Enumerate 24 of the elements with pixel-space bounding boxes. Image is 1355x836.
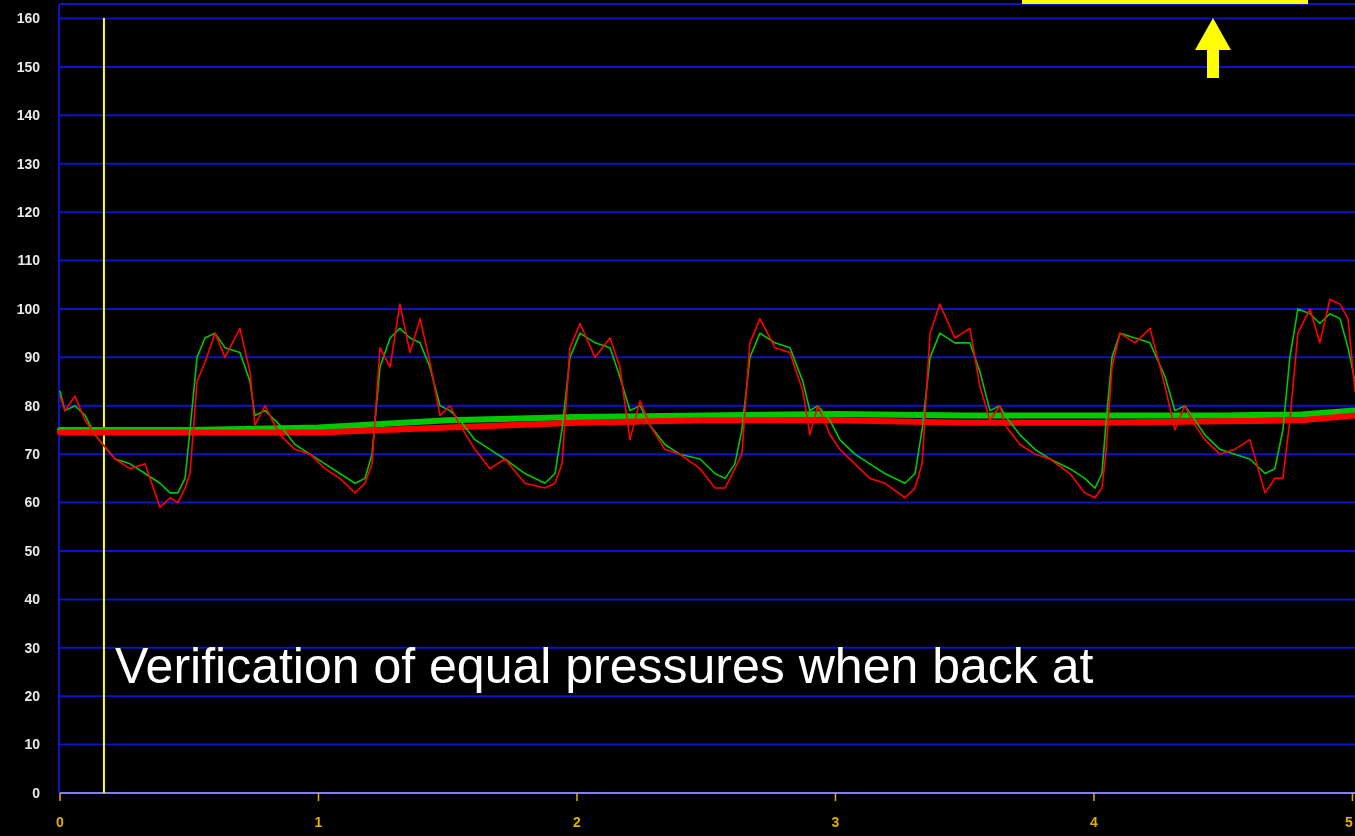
y-tick-label: 30 — [24, 639, 41, 656]
x-tick-label: 3 — [831, 814, 840, 830]
y-tick-label: 50 — [24, 542, 41, 559]
y-tick-label: 0 — [32, 784, 41, 801]
y-tick-label: 130 — [16, 155, 41, 172]
x-tick-label: 0 — [56, 814, 65, 830]
y-tick-label: 80 — [24, 397, 41, 414]
y-tick-label: 140 — [16, 107, 41, 124]
y-tick-label: 160 — [16, 10, 41, 27]
x-tick-label: 5 — [1345, 814, 1354, 830]
y-tick-label: 100 — [16, 300, 41, 317]
y-tick-label: 120 — [16, 204, 41, 221]
y-tick-label: 150 — [16, 58, 41, 75]
annotation: Verification of equal pressures when back at — [115, 638, 1094, 695]
x-tick-label: 4 — [1090, 814, 1099, 830]
x-tick-label: 2 — [573, 814, 582, 830]
y-tick-label: 90 — [24, 349, 41, 366]
y-tick-label: 110 — [17, 252, 41, 269]
y-tick-label: 60 — [24, 494, 41, 511]
x-tick-label: 1 — [314, 814, 323, 830]
y-tick-label: 10 — [24, 736, 41, 753]
y-tick-label: 20 — [24, 688, 41, 705]
y-tick-label: 40 — [24, 591, 41, 608]
y-tick-label: 70 — [24, 446, 41, 463]
